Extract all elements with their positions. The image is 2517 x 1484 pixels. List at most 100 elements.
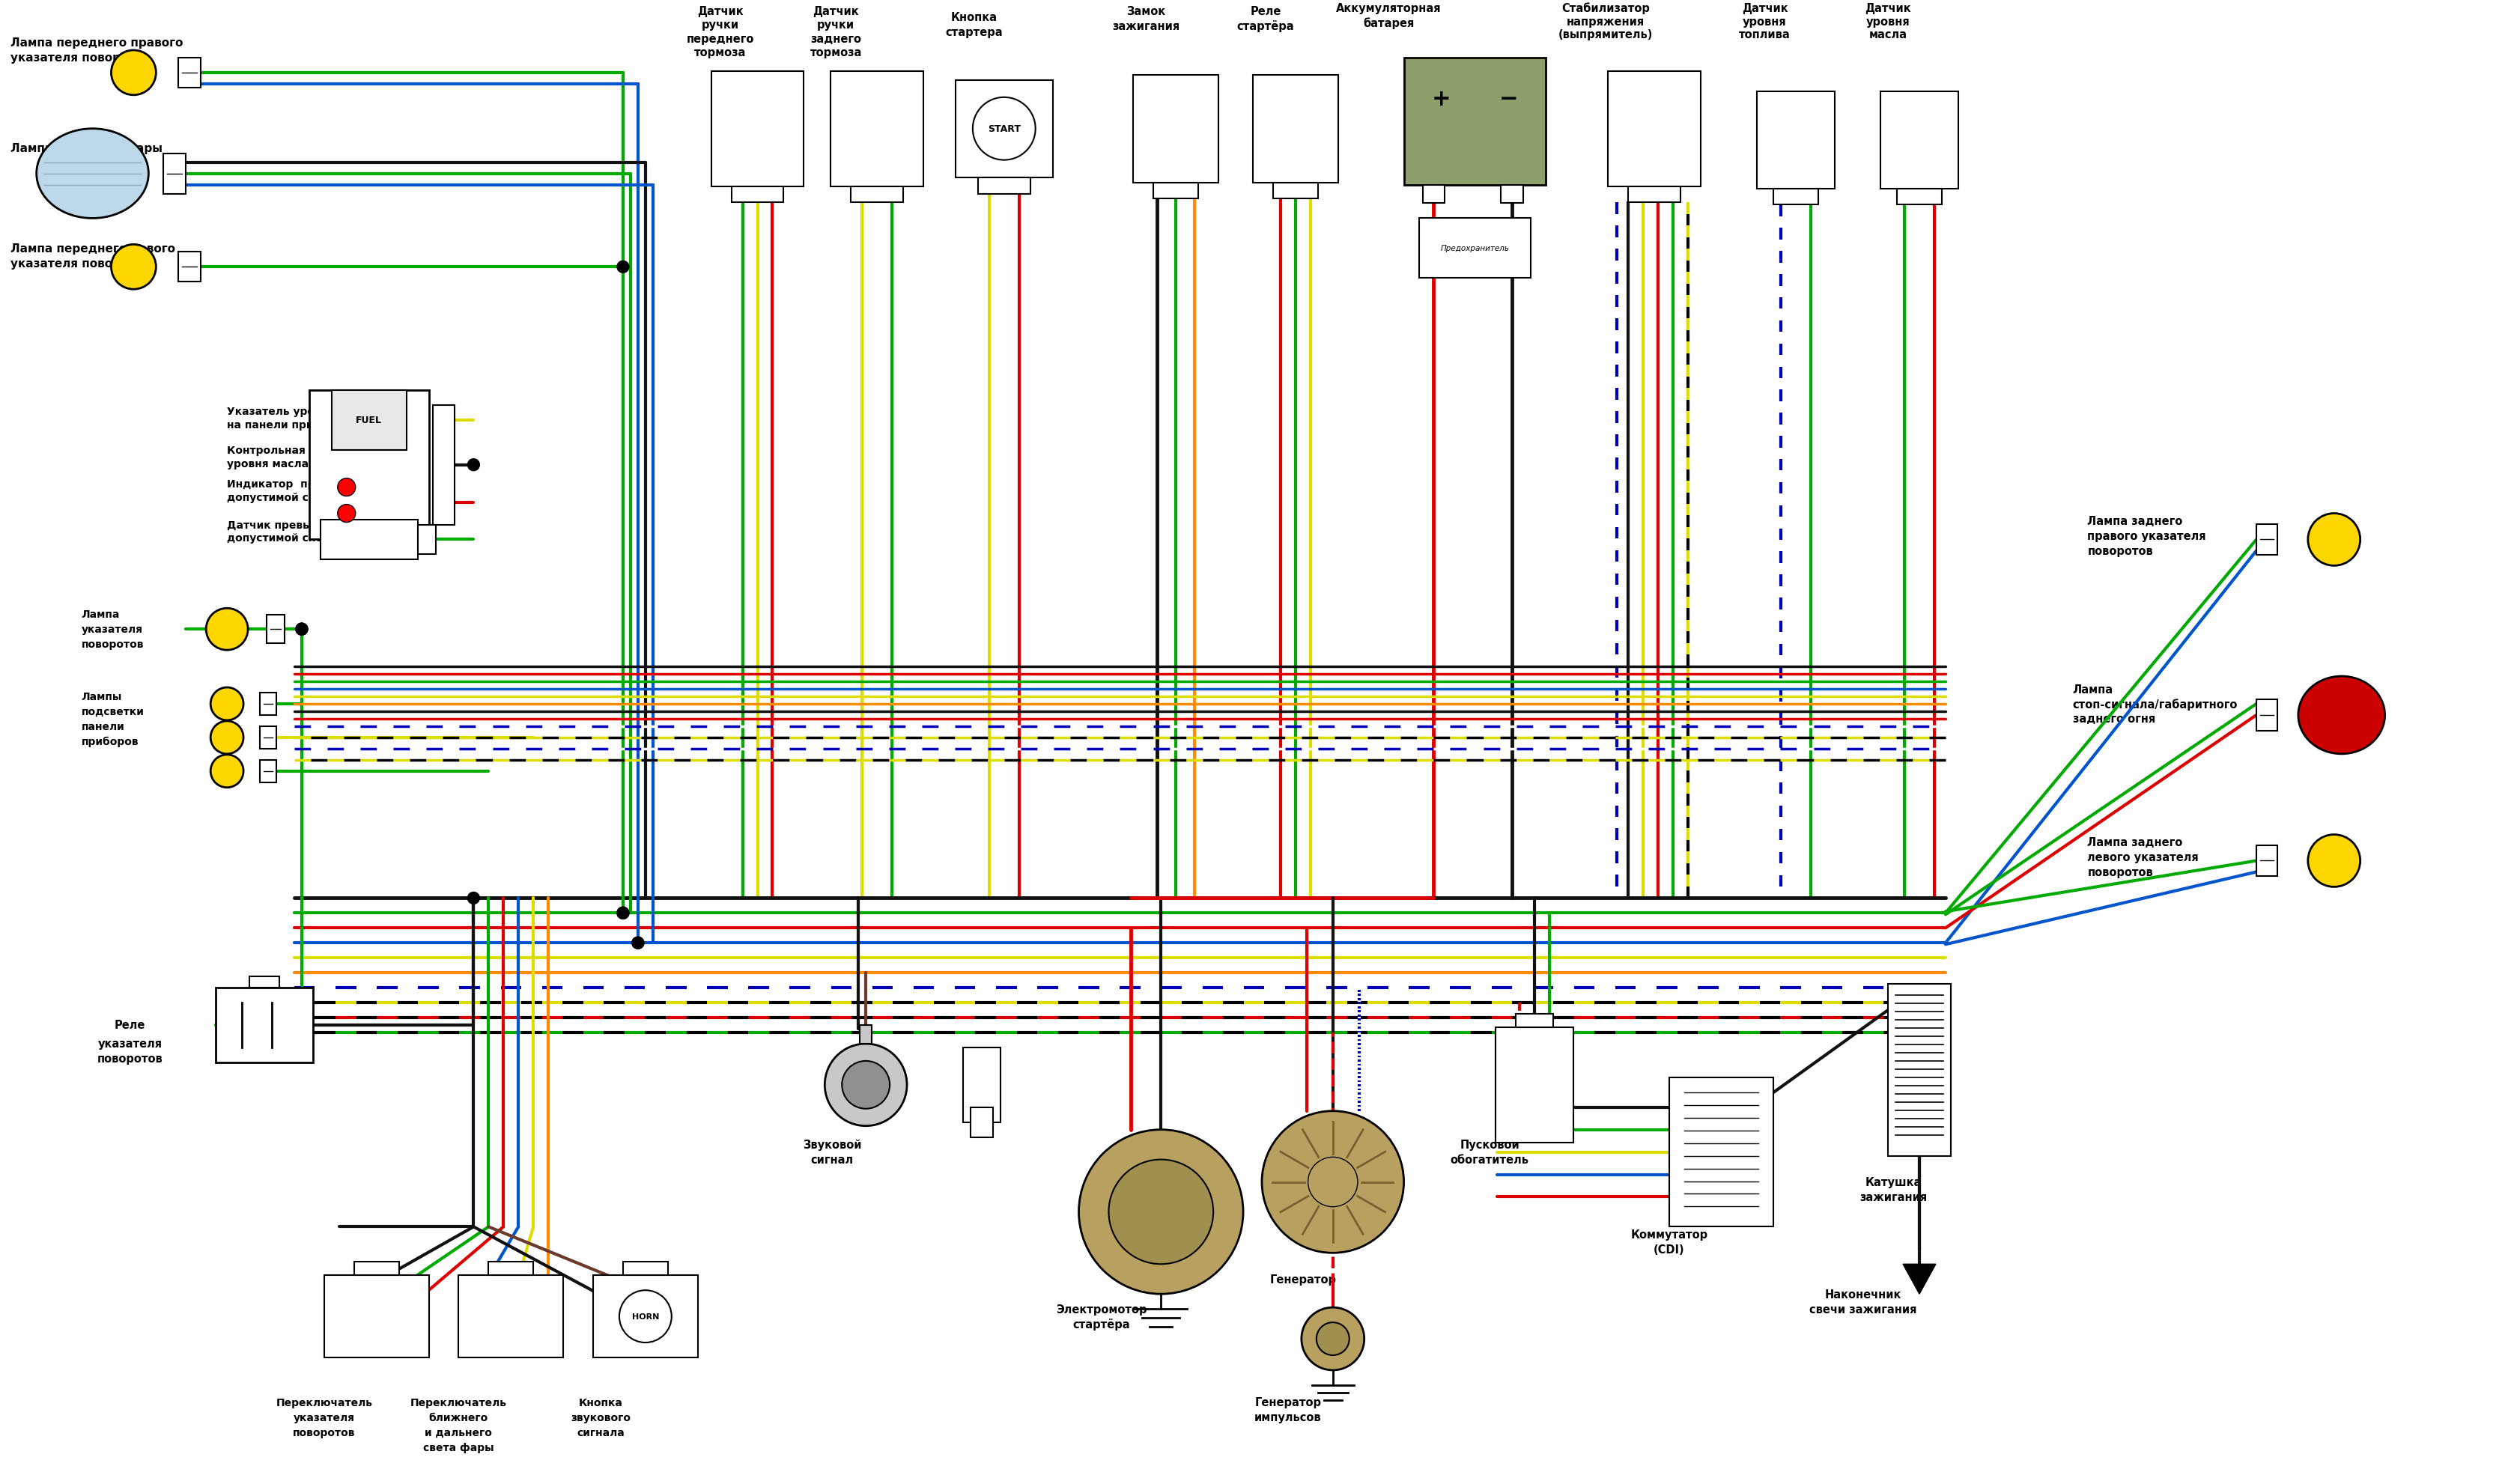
Text: панели: панели	[81, 721, 123, 732]
Text: Наконечник: Наконечник	[1825, 1288, 1900, 1300]
Bar	[325, 1275, 428, 1358]
Bar	[488, 1261, 534, 1275]
Circle shape	[337, 505, 355, 522]
Text: переднего: переднего	[687, 34, 753, 46]
Text: FUEL: FUEL	[355, 416, 383, 426]
Bar	[418, 525, 435, 555]
Text: уровня масла (Oil): уровня масла (Oil)	[227, 459, 337, 469]
Text: указателя поворотов: указателя поворотов	[10, 53, 151, 64]
Circle shape	[632, 936, 644, 950]
Circle shape	[468, 459, 478, 472]
Circle shape	[294, 623, 307, 635]
Bar	[1888, 984, 1951, 1156]
Bar	[1274, 183, 1316, 199]
Text: указателя: указателя	[81, 625, 143, 635]
Circle shape	[826, 1043, 906, 1126]
Circle shape	[111, 50, 156, 95]
Text: (CDI): (CDI)	[1654, 1244, 1684, 1255]
Text: Лампа: Лампа	[81, 610, 121, 620]
Text: Катушка: Катушка	[1865, 1177, 1920, 1187]
Bar	[1153, 183, 1198, 199]
Bar	[216, 988, 312, 1063]
Circle shape	[972, 98, 1034, 160]
Bar	[1880, 92, 1958, 188]
Text: света фары: света фары	[423, 1442, 493, 1453]
Bar	[1404, 58, 1545, 186]
Text: Лампа переднего левого: Лампа переднего левого	[10, 243, 176, 254]
Bar	[622, 1261, 667, 1275]
Circle shape	[617, 907, 629, 919]
Bar	[259, 693, 277, 715]
Circle shape	[337, 479, 355, 497]
Text: стоп-сигнала/габаритного: стоп-сигнала/габаритного	[2071, 699, 2238, 709]
Circle shape	[619, 1290, 672, 1343]
Text: ближнего: ближнего	[428, 1411, 488, 1423]
Text: поворотов: поворотов	[2087, 867, 2152, 879]
Circle shape	[211, 687, 244, 721]
Text: Лампы: Лампы	[81, 692, 121, 702]
Bar	[2255, 846, 2275, 877]
Bar	[1133, 76, 1218, 183]
Text: ручки: ручки	[818, 19, 853, 30]
Text: топлива: топлива	[1739, 30, 1790, 40]
Circle shape	[2308, 835, 2358, 887]
Bar	[332, 390, 405, 450]
Text: HORN: HORN	[632, 1313, 659, 1321]
Text: указателя: указателя	[98, 1039, 161, 1049]
Bar	[1420, 218, 1530, 279]
Text: Аккумуляторная: Аккумуляторная	[1337, 3, 1442, 13]
Bar	[730, 187, 783, 203]
Text: левого указателя: левого указателя	[2087, 852, 2197, 862]
Text: допустимой скорости: допустимой скорости	[227, 533, 357, 543]
Text: стартёра: стартёра	[1072, 1318, 1130, 1330]
Bar	[1500, 186, 1523, 203]
Bar	[1253, 76, 1337, 183]
Text: Генератор: Генератор	[1269, 1273, 1337, 1285]
Text: Лампа переднего правого: Лампа переднего правого	[10, 37, 184, 49]
Text: правого указателя: правого указателя	[2087, 531, 2205, 542]
Text: Указатель уровня топлива: Указатель уровня топлива	[227, 407, 388, 417]
Bar	[961, 1048, 999, 1122]
Bar	[1669, 1077, 1772, 1227]
Text: звукового: звукового	[571, 1411, 629, 1423]
Text: Предохранитель: Предохранитель	[1440, 245, 1508, 252]
Circle shape	[2308, 513, 2358, 565]
Bar	[831, 71, 924, 187]
Circle shape	[617, 907, 629, 919]
Text: Переключатель: Переключатель	[277, 1396, 373, 1407]
Bar	[310, 390, 428, 540]
Bar	[2255, 699, 2275, 732]
Text: зажигания: зажигания	[1113, 21, 1180, 31]
Bar	[259, 760, 277, 782]
Text: Датчик: Датчик	[1742, 3, 1787, 13]
Bar	[1895, 188, 1941, 205]
Bar	[1515, 1014, 1553, 1027]
Ellipse shape	[35, 129, 149, 218]
Bar	[594, 1275, 697, 1358]
Text: поворотов: поворотов	[98, 1054, 164, 1064]
Bar	[956, 80, 1052, 178]
Bar	[1628, 187, 1679, 203]
Text: Звуковой: Звуковой	[803, 1138, 861, 1150]
Text: START: START	[987, 125, 1019, 134]
Circle shape	[294, 623, 307, 635]
Text: Замок: Замок	[1125, 6, 1165, 16]
Polygon shape	[1903, 1264, 1936, 1294]
Text: Датчик: Датчик	[813, 6, 858, 16]
Bar	[710, 71, 803, 187]
Text: заднего: заднего	[810, 34, 861, 46]
Text: стартера: стартера	[946, 27, 1002, 37]
Circle shape	[632, 936, 644, 950]
Text: поворотов: поворотов	[292, 1428, 355, 1438]
Text: Лампа передней фары: Лампа передней фары	[10, 142, 161, 154]
Text: Стабилизатор: Стабилизатор	[1561, 3, 1649, 15]
Text: тормоза: тормоза	[695, 47, 745, 59]
Text: Переключатель: Переключатель	[410, 1396, 506, 1407]
Text: сигнала: сигнала	[576, 1428, 624, 1438]
Text: стартёра: стартёра	[1236, 21, 1294, 33]
Text: Реле: Реле	[1251, 6, 1281, 16]
Text: Кнопка: Кнопка	[579, 1396, 622, 1407]
Text: приборов: приборов	[81, 736, 138, 746]
Text: импульсов: импульсов	[1253, 1411, 1321, 1423]
Bar	[249, 976, 279, 988]
